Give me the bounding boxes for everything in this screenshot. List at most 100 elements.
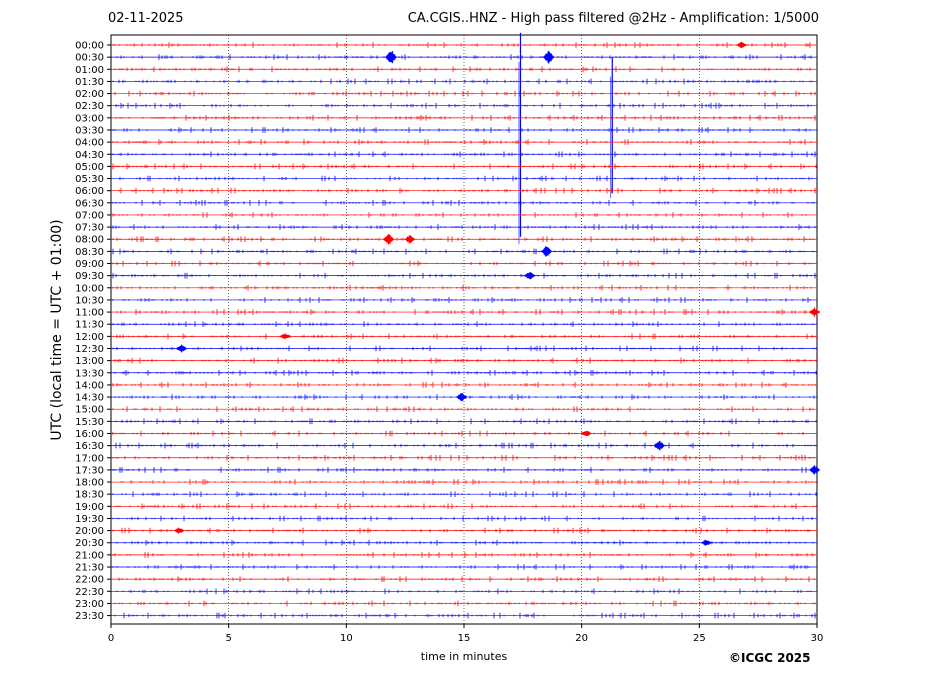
trace-noise [112,345,817,352]
trace-row [111,479,817,485]
row-label: 12:00 [75,332,104,343]
row-label: 00:00 [75,41,104,52]
row-label: 15:00 [75,405,104,416]
trace-noise [112,248,814,255]
trace-noise [112,527,811,534]
row-label: 02:30 [75,101,104,112]
row-label: 11:00 [75,308,104,319]
trace-row [111,175,817,182]
trace-row [111,564,817,570]
trace-row [111,260,817,267]
row-label: 05:00 [75,162,104,173]
trace-row [111,406,817,412]
row-label: 06:00 [75,186,104,197]
x-tick-label: 5 [225,633,231,644]
trace-noise [114,394,815,400]
event-burst [385,51,397,64]
trace-noise [112,321,814,327]
trace-row [111,321,817,327]
row-label: 16:30 [75,441,104,452]
trace-noise [116,539,814,546]
event-burst [581,430,592,437]
row-label: 18:00 [75,478,104,489]
row-label: 07:00 [75,210,104,221]
row-label: 09:30 [75,271,104,282]
trace-noise [118,576,815,582]
trace-row [111,418,817,425]
row-labels: 00:0000:3001:0001:3002:0002:3003:0003:30… [75,41,111,622]
grid-lines [228,35,700,624]
row-label: 21:30 [75,563,104,574]
chart-title: CA.CGIS..HNZ - High pass filtered @2Hz -… [407,11,819,26]
trace-noise [114,600,816,607]
row-label: 13:30 [75,368,104,379]
event-burst [279,333,291,340]
row-label: 01:30 [75,77,104,88]
trace-row [111,50,817,64]
row-label: 19:30 [75,514,104,525]
trace-row [111,246,817,257]
trace-noise [120,479,817,485]
row-label: 02:00 [75,89,104,100]
event-burst [701,539,712,546]
trace-row [111,187,817,194]
event-burst [173,527,185,534]
trace-row [111,307,820,317]
row-label: 05:30 [75,174,104,185]
trace-noise [115,102,812,109]
event-burst [524,272,536,280]
row-label: 17:00 [75,453,104,464]
trace-row [111,370,817,376]
event-burst [543,50,554,64]
row-label: 04:30 [75,150,104,161]
trace-row [111,41,817,49]
trace-noise [112,151,816,158]
x-tick-label: 0 [108,633,114,644]
trace-noise [115,115,816,121]
trace-noise [114,90,816,97]
row-label: 17:30 [75,465,104,476]
trace-noise [112,236,814,242]
trace-noise [112,200,815,206]
event-burst [404,235,416,244]
trace-row [111,224,817,230]
row-label: 16:00 [75,429,104,440]
trace-noise [116,588,812,595]
trace-row [111,357,817,364]
row-label: 22:00 [75,575,104,586]
trace-row [111,127,817,133]
row-label: 13:00 [75,356,104,367]
trace-row [111,333,817,340]
trace-row [111,151,817,158]
trace-noise [116,309,816,315]
trace-noise [115,442,816,449]
x-tick-label: 30 [811,633,824,644]
trace-row [111,440,817,451]
trace-noise [112,224,816,230]
trace-noise [112,406,814,412]
trace-row [111,139,817,145]
trace-noise [112,127,811,133]
row-label: 18:30 [75,490,104,501]
trace-noise [112,491,817,497]
trace-row [111,600,817,607]
row-label: 07:30 [75,223,104,234]
trace-noise [112,78,813,85]
copyright: ©ICGC 2025 [729,651,811,665]
trace-row [111,90,817,97]
trace-row [111,539,817,546]
trace-row [111,576,817,582]
x-axis-label: time in minutes [421,650,508,663]
row-label: 11:30 [75,320,104,331]
trace-row [111,588,817,595]
row-label: 03:00 [75,113,104,124]
trace-noise [112,552,815,558]
x-tick-label: 20 [575,633,588,644]
x-tick-label: 25 [693,633,706,644]
trace-row [111,32,817,245]
trace-noise [112,515,813,522]
trace-row [111,344,817,353]
row-label: 10:30 [75,295,104,306]
event-burst [736,41,747,49]
trace-row [111,233,817,245]
